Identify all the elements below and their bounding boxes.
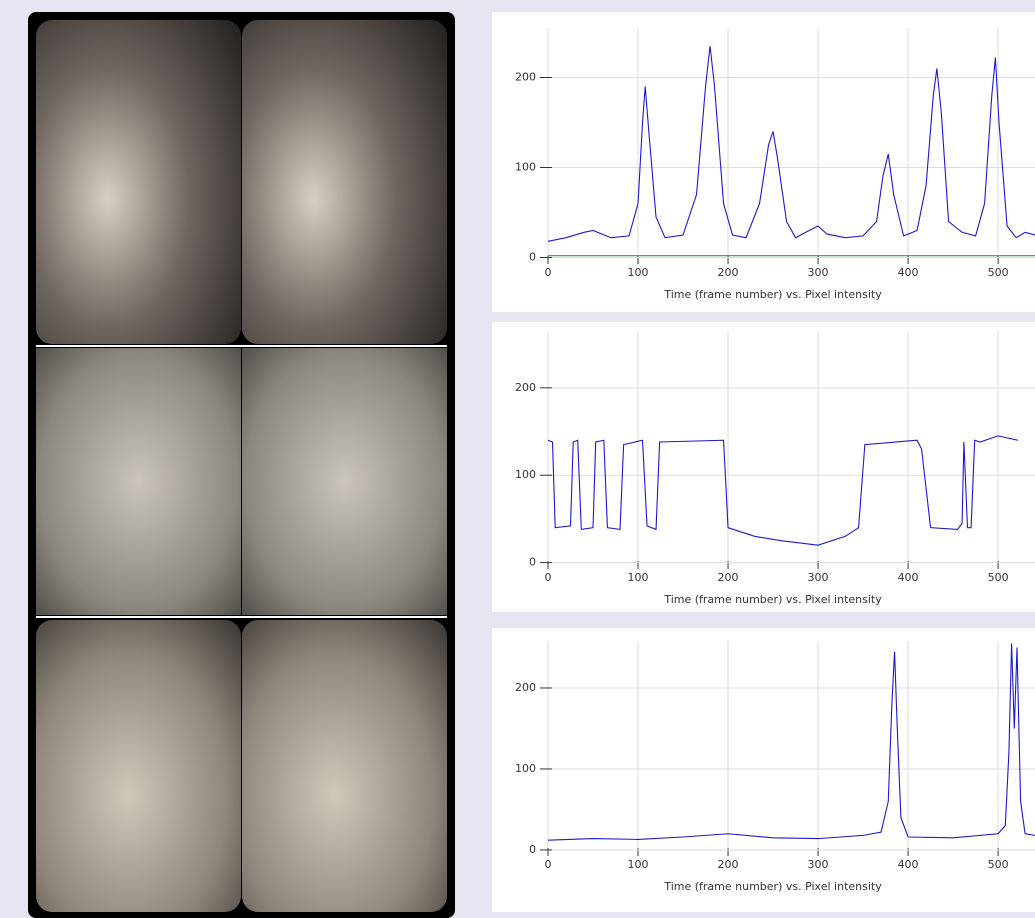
- y-tick-label: 0: [529, 251, 536, 264]
- x-tick-label: 100: [628, 266, 649, 279]
- y-tick-label: 0: [529, 843, 536, 856]
- chart-panel: [492, 322, 1035, 612]
- photo: [242, 348, 447, 615]
- x-tick-label: 400: [898, 571, 919, 584]
- y-tick-label: 100: [515, 468, 536, 481]
- chart-panel: [492, 628, 1035, 912]
- figure: 0 100 200 300 400 500 0 100 200 Time (frame numbe…: [0, 0, 1035, 918]
- y-tick-label: 100: [515, 161, 536, 174]
- x-tick-label: 100: [628, 571, 649, 584]
- y-tick-label: 200: [515, 71, 536, 84]
- x-tick-label: 200: [718, 858, 739, 871]
- x-tick-label: 100: [628, 858, 649, 871]
- chart: 0 100 200 300 400 500 0 100 200 Time (frame numbe…: [492, 322, 1035, 612]
- x-tick-label: 0: [545, 266, 552, 279]
- x-axis-label: Time (frame number) vs. Pixel intensity: [663, 593, 882, 606]
- x-tick-label: 0: [545, 858, 552, 871]
- x-tick-label: 200: [718, 571, 739, 584]
- x-tick-label: 300: [808, 266, 829, 279]
- x-tick-label: 500: [988, 858, 1009, 871]
- chart-panel: [492, 12, 1035, 312]
- x-tick-label: 500: [988, 571, 1009, 584]
- photo: [36, 348, 241, 615]
- chart: 0 100 200 300 400 500 0 100 200 Time (frame numbe…: [492, 628, 1035, 912]
- x-tick-label: 0: [545, 571, 552, 584]
- x-tick-label: 300: [808, 571, 829, 584]
- y-tick-label: 200: [515, 681, 536, 694]
- x-axis-label: Time (frame number) vs. Pixel intensity: [663, 288, 882, 301]
- x-tick-label: 500: [988, 266, 1009, 279]
- y-tick-label: 100: [515, 762, 536, 775]
- page: 0 100 200 300 400 500 0 100 200 Time (frame numbe…: [0, 0, 1035, 918]
- y-tick-label: 200: [515, 381, 536, 394]
- x-axis-label: Time (frame number) vs. Pixel intensity: [663, 880, 882, 893]
- photo: [36, 20, 241, 344]
- x-tick-label: 300: [808, 858, 829, 871]
- photo: [36, 620, 241, 912]
- photo: [242, 20, 447, 344]
- photo: [242, 620, 447, 912]
- y-tick-label: 0: [529, 556, 536, 569]
- photo-panel: [28, 12, 455, 918]
- x-tick-label: 400: [898, 266, 919, 279]
- chart: 0 100 200 300 400 500 0 100 200 Time (frame numbe…: [492, 12, 1035, 312]
- x-tick-label: 200: [718, 266, 739, 279]
- x-tick-label: 400: [898, 858, 919, 871]
